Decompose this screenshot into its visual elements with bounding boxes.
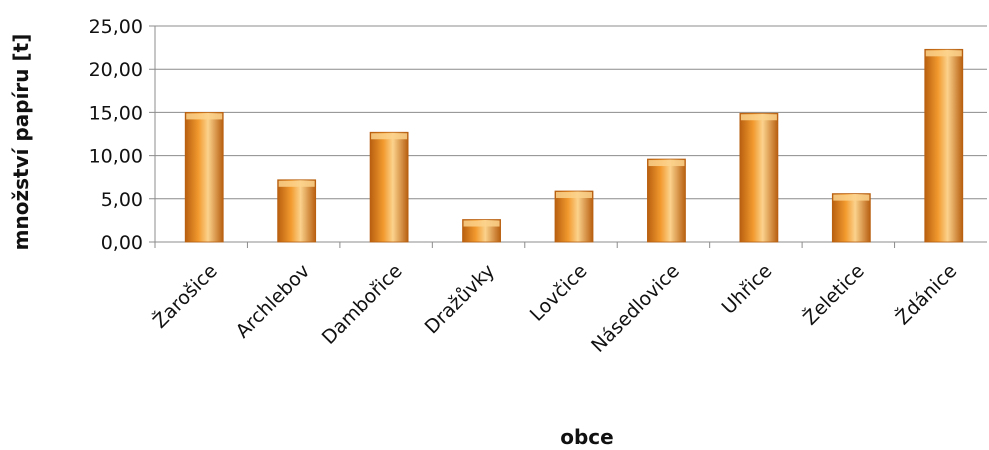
y-tick-label: 10,00 [89,146,143,168]
bar [647,158,686,243]
y-tick-label: 25,00 [89,16,143,38]
bar-highlight [740,114,777,121]
bar-highlight [648,160,685,167]
x-category-label: Lovčice [526,260,592,326]
y-tick-labels: 0,00 5,00 10,00 15,00 20,00 25,00 [89,16,143,254]
x-category-label: Želetice [798,259,868,329]
bar-highlight [278,180,315,187]
x-category-labels: Žarošice Archlebov Dambořice Dražůvky Lovčic… [148,259,961,357]
bar-highlight [463,220,500,227]
x-category-label: Dambořice [318,260,407,349]
x-category-label: Ždánice [891,259,961,329]
bar [831,193,871,243]
x-category-label: Archlebov [232,260,315,343]
x-axis-title: obce [560,425,613,449]
y-tick-label: 0,00 [101,232,143,254]
bar [369,131,409,243]
bar [184,112,224,243]
bar [739,112,779,243]
x-category-label: Žarošice [148,259,222,333]
x-category-label: Dražůvky [421,260,499,338]
y-tick-label: 20,00 [89,59,143,81]
x-category-label: Uhřice [718,260,777,319]
bars [184,48,964,243]
bar-highlight [925,50,962,57]
y-tick-label: 15,00 [89,102,143,124]
y-tick-label: 5,00 [101,189,143,211]
bar [277,179,317,243]
y-axis-title: množství papíru [t] [9,34,33,251]
bar-highlight [371,133,408,140]
bar [924,48,964,243]
bar-highlight [556,192,592,199]
bar [554,190,594,243]
bar-highlight [186,113,223,120]
x-category-label: Násedlovice [587,260,684,357]
bar-highlight [833,194,870,201]
